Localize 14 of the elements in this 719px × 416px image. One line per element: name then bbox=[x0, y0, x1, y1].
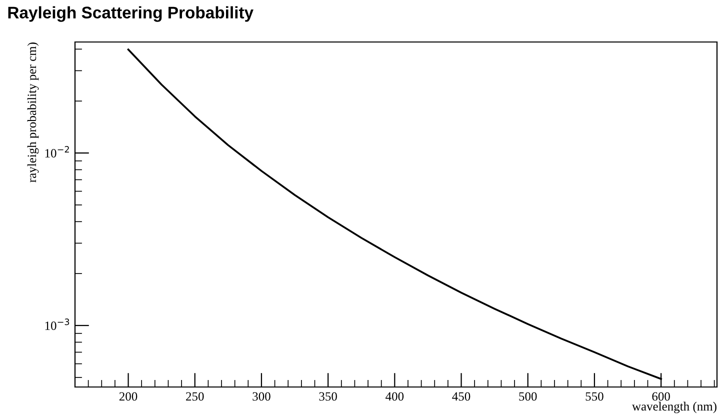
chart-title: Rayleigh Scattering Probability bbox=[8, 6, 254, 22]
x-tick-label: 200 bbox=[119, 392, 138, 401]
x-tick-label: 450 bbox=[452, 392, 470, 401]
y-tick-label: 10$^{−3}$ bbox=[45, 318, 70, 330]
x-tick-label: 600 bbox=[652, 392, 670, 401]
x-tick-label: 550 bbox=[586, 392, 604, 401]
x-tick-label: 500 bbox=[519, 392, 537, 401]
x-tick-label: 400 bbox=[386, 392, 404, 401]
y-tick-label: 10$^{−2}$ bbox=[45, 146, 69, 158]
x-tick-label: 250 bbox=[186, 392, 204, 401]
x-tick-label: 300 bbox=[252, 392, 270, 401]
x-tick-label: 350 bbox=[319, 392, 337, 401]
x-axis-title: wavelength (nm) bbox=[632, 402, 716, 414]
y-axis-title: rayleigh probability per cm) bbox=[27, 42, 39, 182]
